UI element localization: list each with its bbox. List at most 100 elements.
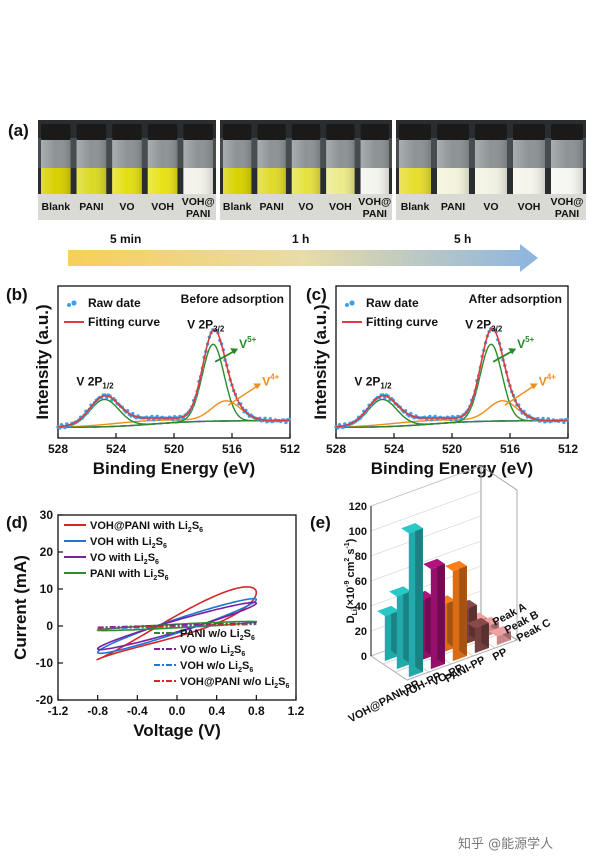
v5-label: V5+	[239, 335, 256, 351]
x-tick-label: 520	[442, 442, 462, 456]
legend-raw-marker	[349, 300, 355, 306]
vial-label: VOH	[151, 201, 174, 213]
cv-loop-voh-pani	[95, 586, 258, 661]
z-tick-label: 20	[355, 626, 367, 638]
vial-shade	[147, 140, 178, 194]
legend-fit-text: Fitting curve	[88, 315, 160, 329]
vial-cap	[223, 124, 252, 140]
vial-shade	[257, 140, 286, 194]
time-label-1h: 1 h	[292, 232, 309, 246]
z-gridline	[370, 465, 482, 507]
photo-2: Blank PANI VO VOH VOH@PANI	[220, 120, 392, 220]
z-tick-label: 40	[355, 601, 367, 613]
vial-label: Blank	[42, 201, 71, 213]
panel-e-label: (e)	[310, 513, 331, 532]
vial-label: PANI	[186, 208, 210, 220]
y-tick-label: -20	[36, 693, 54, 707]
v5-component-line	[58, 343, 290, 429]
legend-raw-marker	[71, 300, 77, 306]
panel-title: After adsorption	[469, 292, 562, 306]
vial-cap	[551, 124, 583, 140]
bar-top	[377, 605, 399, 617]
vial-shade	[399, 140, 431, 194]
x-axis-title: Binding Energy (eV)	[93, 459, 255, 478]
x-tick-label: 524	[106, 442, 126, 456]
vial-cap	[183, 124, 213, 140]
legend-text: VO w/o Li2S6	[180, 644, 245, 658]
cv-chart: -1.2 -0.8 -0.4 0.0 0.4 0.8 1.2 30 20 10 0 -10 -20 Vol…	[11, 508, 305, 740]
y-tick-label: 20	[40, 545, 54, 559]
vial-cap	[437, 124, 469, 140]
legend-raw-marker	[67, 303, 71, 307]
bar-side	[481, 617, 489, 648]
label-strip	[220, 194, 392, 220]
v2p12-label: V 2P1/2	[76, 374, 114, 390]
x-tick-label: 0.8	[248, 704, 265, 718]
legend-raw-text: Raw date	[366, 296, 419, 310]
y-axis-title: Intensity (a.u.)	[311, 304, 330, 419]
y-tick-label: 0	[46, 619, 53, 633]
vial-label: VO	[298, 201, 313, 213]
v4-label: V4+	[539, 372, 556, 388]
bar-side	[437, 558, 445, 664]
raw-data-point	[541, 416, 545, 421]
x-tick-label: 516	[500, 442, 520, 456]
watermark: 知乎 @能源学人	[458, 836, 553, 852]
panel-a-label: (a)	[8, 121, 29, 140]
raw-data-point	[263, 416, 267, 421]
x-tick-label: 512	[558, 442, 578, 456]
raw-data-point	[562, 420, 566, 425]
vial-shade	[183, 140, 213, 194]
label-strip	[396, 194, 586, 220]
v5-arrow	[492, 349, 514, 363]
z-gridline	[370, 540, 482, 582]
legend-text: PANI w/o Li2S6	[180, 628, 255, 642]
vial-cap	[257, 124, 286, 140]
vial-cap	[41, 124, 71, 140]
bar-pani-pp-peak-c	[467, 617, 489, 654]
legend-text: VOH w/o Li2S6	[180, 660, 253, 674]
vial-label: VOH@	[551, 196, 584, 208]
legend-raw-marker	[345, 303, 349, 307]
vial-cap	[360, 124, 389, 140]
v5-arrowhead	[508, 348, 517, 355]
x-tick-label: 0.0	[169, 704, 186, 718]
legend-fit-text: Fitting curve	[366, 315, 438, 329]
xps-chart-after: 528 524 520 516 512 Binding Energy (eV) Intens…	[311, 285, 578, 478]
floor-grid	[406, 639, 518, 681]
vial-cap	[399, 124, 431, 140]
time-label-5min: 5 min	[110, 232, 141, 246]
panel-b-label: (b)	[6, 285, 28, 304]
legend-text: VOH@PANI w/o Li2S6	[180, 676, 290, 690]
vial-label: VOH@	[358, 196, 391, 208]
bar-top	[467, 617, 489, 629]
v4-arrow	[504, 384, 536, 406]
z-tick-label: 60	[355, 576, 367, 588]
vial-label: PANI	[441, 201, 465, 213]
vial-label: VOH	[329, 201, 352, 213]
v4-label: V4+	[262, 372, 279, 388]
vial-label: Blank	[223, 201, 252, 213]
vial-label: PANI	[363, 208, 387, 220]
z-gridline	[370, 515, 482, 557]
z-axis-title: DLi(×10-9 cm2 s-1)	[344, 538, 359, 623]
x-tick-label: 1.2	[288, 704, 305, 718]
x-tick-label: -0.4	[127, 704, 148, 718]
y-tick-label: -10	[36, 656, 54, 670]
vial-cap	[513, 124, 545, 140]
v5-arrowhead	[230, 348, 239, 355]
x-tick-label: 520	[164, 442, 184, 456]
time-label-5h: 5 h	[454, 232, 471, 246]
label-strip	[38, 194, 216, 220]
cv-flat-line	[97, 623, 257, 629]
vial-cap	[76, 124, 107, 140]
xps-chart-before: 528 524 520 516 512 Binding Energy (eV) Intens…	[33, 285, 300, 478]
raw-data-point	[171, 418, 175, 422]
cv-flat-line	[97, 623, 257, 630]
vial-label: Blank	[401, 201, 430, 213]
bar-voh-pp-peak-c	[423, 558, 445, 670]
y-axis-title: Current (mA)	[11, 555, 30, 660]
vial-shade	[223, 140, 252, 194]
